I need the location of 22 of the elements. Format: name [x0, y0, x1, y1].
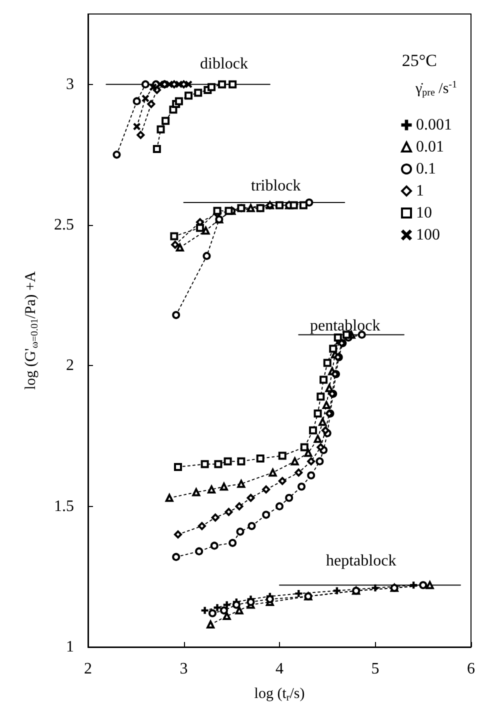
legend-label: 0.01 [416, 138, 444, 156]
y-tick-label: 3 [66, 76, 74, 93]
annotation: diblock [200, 56, 248, 72]
annotation: pentablock [310, 318, 380, 334]
x-tick-label: 6 [467, 660, 475, 678]
annotation: triblock [251, 178, 301, 194]
legend-label: 1 [416, 182, 424, 200]
x-tick-label: 2 [84, 660, 92, 678]
legend-label: 100 [416, 226, 440, 244]
y-tick-label: 1.5 [54, 498, 74, 515]
legend-label: 10 [416, 204, 432, 222]
annotation: 25°C [402, 51, 438, 70]
x-tick-label: 4 [276, 660, 284, 678]
y-tick-label: 2.5 [54, 216, 74, 234]
legend-label: 0.001 [416, 116, 452, 134]
x-tick-label: 5 [371, 660, 380, 678]
annotation: heptablock [326, 552, 396, 570]
x-tick-label: 3 [180, 660, 188, 678]
y-axis-title: log (G'ω=0.01/Pa) +A [23, 271, 40, 390]
legend-label: 0.1 [416, 160, 436, 178]
y-tick-label: 2 [66, 357, 74, 374]
y-tick-label: 1 [66, 638, 74, 656]
